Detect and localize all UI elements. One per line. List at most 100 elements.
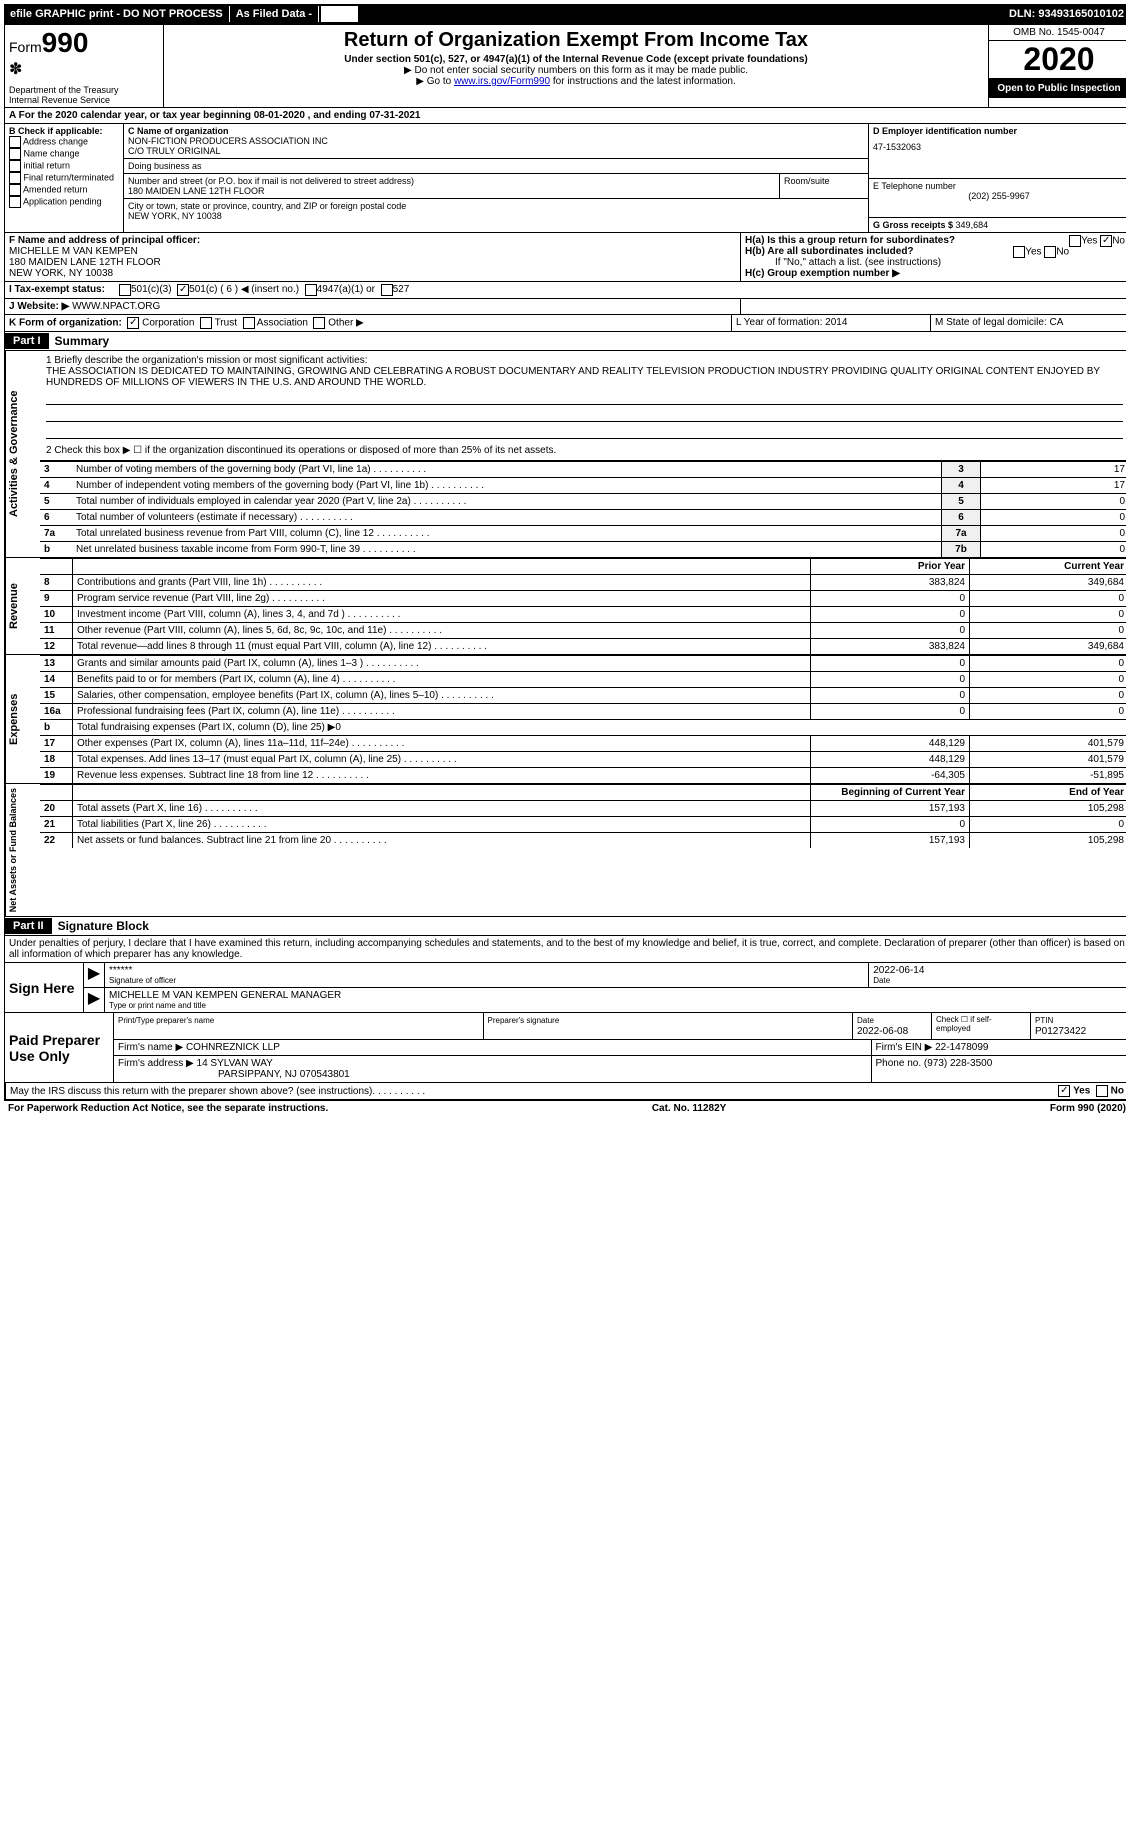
j-label: J Website: ▶ bbox=[9, 301, 69, 312]
hb-row: H(b) Are all subordinates included? Yes … bbox=[745, 246, 1125, 257]
preparer-row: Paid Preparer Use Only Print/Type prepar… bbox=[5, 1012, 1126, 1082]
column-c-org-info: C Name of organization NON-FICTION PRODU… bbox=[124, 124, 868, 232]
eoy-header: End of Year bbox=[970, 785, 1126, 801]
expenses-table: 13Grants and similar amounts paid (Part … bbox=[40, 655, 1126, 783]
ptin-value: P01273422 bbox=[1035, 1026, 1086, 1037]
cb-association[interactable] bbox=[243, 317, 255, 329]
fin-line: 16aProfessional fundraising fees (Part I… bbox=[40, 704, 1126, 720]
cb-527[interactable] bbox=[381, 284, 393, 296]
sig-stars: ****** bbox=[109, 965, 864, 976]
cb-corporation[interactable] bbox=[127, 317, 139, 329]
firm-addr-label: Firm's address ▶ bbox=[118, 1058, 197, 1069]
row-fh: F Name and address of principal officer:… bbox=[4, 233, 1126, 282]
q2-checkbox-line: 2 Check this box ▶ ☐ if the organization… bbox=[46, 445, 1123, 456]
subtitle-3: ▶ Go to www.irs.gov/Form990 for instruct… bbox=[170, 76, 982, 87]
street-address: 180 MAIDEN LANE 12TH FLOOR bbox=[128, 186, 775, 196]
exp-vert-label: Expenses bbox=[5, 655, 40, 783]
firm-ein-label: Firm's EIN ▶ bbox=[876, 1042, 936, 1053]
discuss-row: May the IRS discuss this return with the… bbox=[5, 1082, 1126, 1100]
sign-here-label: Sign Here bbox=[5, 963, 83, 1012]
cb-4947[interactable] bbox=[305, 284, 317, 296]
firm-phone: (973) 228-3500 bbox=[924, 1058, 992, 1069]
fin-line: 21Total liabilities (Part X, line 26)00 bbox=[40, 817, 1126, 833]
prep-sig-label: Preparer's signature bbox=[488, 1016, 560, 1025]
f-label: F Name and address of principal officer: bbox=[9, 235, 736, 246]
boy-header: Beginning of Current Year bbox=[811, 785, 970, 801]
cb-application-pending[interactable]: Application pending bbox=[9, 196, 119, 208]
mission-q: 1 Briefly describe the organization's mi… bbox=[46, 355, 1123, 366]
website-row: J Website: ▶ WWW.NPACT.ORG bbox=[4, 299, 1126, 315]
ag-line: bNet unrelated business taxable income f… bbox=[40, 542, 1126, 558]
officer-printed-name: MICHELLE M VAN KEMPEN GENERAL MANAGER bbox=[109, 990, 1125, 1001]
cb-501c[interactable] bbox=[177, 284, 189, 296]
cb-initial-return[interactable]: initial return bbox=[9, 160, 119, 172]
form-990-number: 990 bbox=[42, 27, 89, 58]
penalty-statement: Under penalties of perjury, I declare th… bbox=[5, 936, 1126, 962]
na-vert-label: Net Assets or Fund Balances bbox=[5, 784, 40, 916]
year-formation: L Year of formation: 2014 bbox=[732, 315, 931, 331]
fin-line: 14Benefits paid to or for members (Part … bbox=[40, 672, 1126, 688]
activities-governance: Activities & Governance 1 Briefly descri… bbox=[4, 351, 1126, 558]
city-value: NEW YORK, NY 10038 bbox=[128, 211, 864, 221]
cb-discuss-yes[interactable] bbox=[1058, 1085, 1070, 1097]
e-label: E Telephone number bbox=[873, 181, 1125, 191]
ptin-label: PTIN bbox=[1035, 1016, 1053, 1025]
state-domicile: M State of legal domicile: CA bbox=[931, 315, 1126, 331]
dba-label: Doing business as bbox=[128, 161, 864, 171]
officer-addr1: 180 MAIDEN LANE 12TH FLOOR bbox=[9, 257, 736, 268]
fin-line: 13Grants and similar amounts paid (Part … bbox=[40, 656, 1126, 672]
ag-vert-label: Activities & Governance bbox=[5, 351, 40, 557]
netassets-section: Net Assets or Fund Balances Beginning of… bbox=[4, 784, 1126, 917]
form-title: Return of Organization Exempt From Incom… bbox=[170, 29, 982, 52]
org-name: NON-FICTION PRODUCERS ASSOCIATION INC bbox=[128, 136, 864, 146]
footer-mid: Cat. No. 11282Y bbox=[652, 1103, 726, 1114]
page-footer: For Paperwork Reduction Act Notice, see … bbox=[4, 1101, 1126, 1116]
cb-discuss-no[interactable] bbox=[1096, 1085, 1108, 1097]
fin-line: 20Total assets (Part X, line 16)157,1931… bbox=[40, 801, 1126, 817]
top-bar: efile GRAPHIC print - DO NOT PROCESS As … bbox=[4, 4, 1126, 24]
fin-line: 12Total revenue—add lines 8 through 11 (… bbox=[40, 639, 1126, 655]
ag-line: 7aTotal unrelated business revenue from … bbox=[40, 526, 1126, 542]
firm-name: COHNREZNICK LLP bbox=[186, 1042, 280, 1053]
cb-final-return[interactable]: Final return/terminated bbox=[9, 172, 119, 184]
asfiled-blank bbox=[321, 6, 357, 22]
ag-line: 6Total number of volunteers (estimate if… bbox=[40, 510, 1126, 526]
open-inspection: Open to Public Inspection bbox=[989, 79, 1126, 98]
cb-amended-return[interactable]: Amended return bbox=[9, 184, 119, 196]
fin-line: bTotal fundraising expenses (Part IX, co… bbox=[40, 720, 1126, 736]
footer-left: For Paperwork Reduction Act Notice, see … bbox=[8, 1103, 328, 1114]
mission-text: THE ASSOCIATION IS DEDICATED TO MAINTAIN… bbox=[46, 366, 1123, 388]
cb-name-change[interactable]: Name change bbox=[9, 148, 119, 160]
dept-label: Department of the Treasury bbox=[9, 85, 159, 95]
cb-address-change[interactable]: Address change bbox=[9, 136, 119, 148]
expenses-section: Expenses 13Grants and similar amounts pa… bbox=[4, 655, 1126, 784]
type-print-label: Type or print name and title bbox=[109, 1001, 1125, 1010]
irs-link[interactable]: www.irs.gov/Form990 bbox=[454, 76, 550, 87]
netassets-table: Beginning of Current YearEnd of Year 20T… bbox=[40, 784, 1126, 848]
cb-trust[interactable] bbox=[200, 317, 212, 329]
fin-line: 15Salaries, other compensation, employee… bbox=[40, 688, 1126, 704]
efile-label: efile GRAPHIC print - DO NOT PROCESS bbox=[4, 6, 230, 22]
ha-row: H(a) Is this a group return for subordin… bbox=[745, 235, 1125, 246]
cb-501c3[interactable] bbox=[119, 284, 131, 296]
b-label: B Check if applicable: bbox=[9, 126, 119, 136]
officer-name: MICHELLE M VAN KEMPEN bbox=[9, 246, 736, 257]
form-number: Form990 bbox=[9, 27, 159, 59]
sig-officer-label: Signature of officer bbox=[109, 976, 864, 985]
sig-date-label: Date bbox=[873, 976, 1125, 985]
row-a-tax-year: A For the 2020 calendar year, or tax yea… bbox=[4, 108, 1126, 124]
firm-ein: 22-1478099 bbox=[935, 1042, 988, 1053]
fin-line: 11Other revenue (Part VIII, column (A), … bbox=[40, 623, 1126, 639]
group-return: H(a) Is this a group return for subordin… bbox=[741, 233, 1126, 281]
irs-label: Internal Revenue Service bbox=[9, 95, 159, 105]
part2-header-row: Part II Signature Block bbox=[4, 917, 1126, 936]
website-value: WWW.NPACT.ORG bbox=[72, 301, 160, 312]
goto-pre: ▶ Go to bbox=[416, 76, 454, 87]
cb-other[interactable] bbox=[313, 317, 325, 329]
fin-line: 19Revenue less expenses. Subtract line 1… bbox=[40, 768, 1126, 784]
firm-name-label: Firm's name ▶ bbox=[118, 1042, 186, 1053]
ag-line: 4Number of independent voting members of… bbox=[40, 478, 1126, 494]
part2-tag: Part II bbox=[5, 918, 52, 934]
tax-exempt-status: I Tax-exempt status: 501(c)(3) 501(c) ( … bbox=[4, 282, 1126, 299]
sign-here-row: Sign Here ▶ ****** Signature of officer … bbox=[5, 962, 1126, 1012]
